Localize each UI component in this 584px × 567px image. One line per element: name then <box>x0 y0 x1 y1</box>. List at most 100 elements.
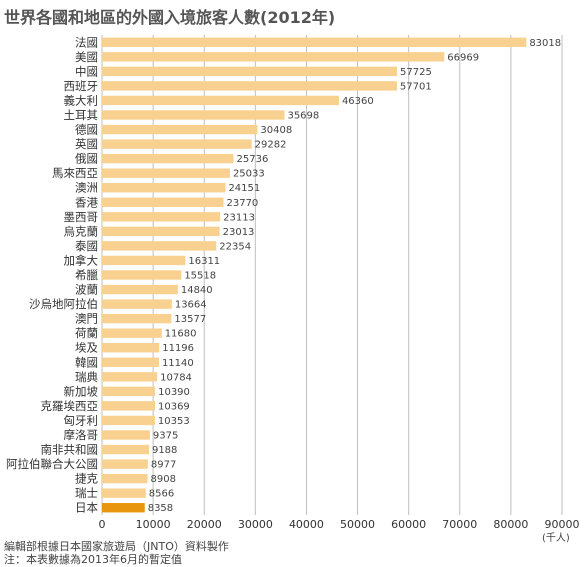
data-label: 15518 <box>184 271 216 282</box>
bar <box>102 66 398 77</box>
data-label: 24151 <box>228 183 260 194</box>
category-label: 瑞士 <box>75 486 98 500</box>
x-tick-label: 0 <box>99 518 106 531</box>
category-label: 埃及 <box>75 341 98 355</box>
category-label: 韓國 <box>75 355 98 369</box>
category-labels: 法國美國中國西班牙義大利土耳其德國英國俄國馬來西亞澳洲香港墨西哥烏克蘭泰國加拿大… <box>6 35 98 514</box>
x-tick-labels: 0 10000 20000 30000 40000 50000 60000 70000 8000… <box>99 518 580 531</box>
data-note: 注：本表數據為2013年6月的暫定值 <box>4 553 182 566</box>
data-label: 8908 <box>151 474 176 485</box>
data-label: 66969 <box>447 52 479 63</box>
data-label: 11140 <box>162 358 194 369</box>
bar <box>102 183 226 193</box>
bar <box>102 401 155 411</box>
bar <box>102 299 172 309</box>
category-label: 希臘 <box>75 268 98 282</box>
bar <box>102 328 162 338</box>
data-label: 46360 <box>342 96 374 107</box>
data-label: 9188 <box>152 445 177 456</box>
category-label: 加拿大 <box>64 253 99 267</box>
category-label: 澳洲 <box>75 181 98 195</box>
bar <box>102 313 172 324</box>
category-label: 日本 <box>75 501 98 515</box>
bar <box>102 430 150 440</box>
bar <box>102 241 217 251</box>
category-label: 俄國 <box>75 152 98 166</box>
category-label: 義大利 <box>64 93 99 107</box>
category-label: 匈牙利 <box>64 413 99 427</box>
bar <box>102 197 224 207</box>
category-label: 美國 <box>75 50 98 64</box>
bar <box>102 212 221 222</box>
data-label: 10784 <box>160 372 192 383</box>
category-label: 土耳其 <box>64 108 99 122</box>
category-label: 瑞典 <box>75 370 98 384</box>
bar <box>102 415 155 426</box>
data-label: 10369 <box>158 401 190 412</box>
data-label: 11196 <box>162 343 194 354</box>
bar <box>102 95 339 106</box>
x-tick-label: 50000 <box>340 518 375 531</box>
data-label: 35698 <box>287 111 319 122</box>
category-label: 中國 <box>75 64 98 78</box>
data-labels: 83018 66969 57725 57701 46360 35698 30408 29282… <box>148 38 561 514</box>
x-tick-label: 10000 <box>136 518 171 531</box>
x-tick-label: 40000 <box>289 518 324 531</box>
data-label: 13664 <box>175 300 207 311</box>
x-tick-label: 30000 <box>238 518 273 531</box>
category-label: 捷克 <box>75 472 98 486</box>
bar <box>102 372 158 382</box>
category-label: 波蘭 <box>75 283 98 297</box>
category-label: 墨西哥 <box>64 210 99 224</box>
data-label: 25736 <box>237 154 269 165</box>
bar <box>102 168 230 178</box>
category-label: 沙烏地阿拉伯 <box>29 297 98 311</box>
category-label: 西班牙 <box>64 79 99 93</box>
category-label: 泰國 <box>75 239 98 253</box>
bar <box>102 270 182 280</box>
data-label: 25033 <box>233 169 265 180</box>
category-label: 烏克蘭 <box>64 224 99 238</box>
data-label: 10390 <box>158 387 190 398</box>
data-label: 9375 <box>153 431 178 442</box>
category-label: 新加坡 <box>64 384 99 398</box>
bar <box>102 139 252 149</box>
data-label: 10353 <box>158 416 190 427</box>
x-tick-label: 90000 <box>545 518 580 531</box>
category-label: 德國 <box>75 123 98 137</box>
bar <box>102 488 146 498</box>
bar <box>102 37 527 47</box>
data-label: 14840 <box>181 285 213 296</box>
bar <box>102 110 285 120</box>
x-tick-label: 60000 <box>391 518 426 531</box>
bar <box>102 81 397 91</box>
category-label: 馬來西亞 <box>52 166 98 180</box>
data-label: 8977 <box>151 460 176 471</box>
bar <box>102 386 156 397</box>
bar <box>102 343 160 353</box>
data-label: 30408 <box>260 125 292 136</box>
data-label: 8566 <box>149 489 174 500</box>
category-label: 荷蘭 <box>75 326 98 340</box>
data-label: 57725 <box>400 67 432 78</box>
category-label: 克羅埃西亞 <box>41 399 99 413</box>
bar <box>102 444 149 455</box>
data-label: 22354 <box>219 241 251 252</box>
bar <box>102 473 148 484</box>
category-label: 法國 <box>75 35 98 49</box>
category-label: 澳門 <box>75 312 98 326</box>
data-label: 8358 <box>148 503 173 514</box>
category-label: 香港 <box>75 195 98 209</box>
category-label: 南非共和國 <box>41 443 99 457</box>
bar <box>102 153 234 164</box>
data-label: 13577 <box>174 314 206 325</box>
bar <box>102 255 186 266</box>
data-label: 29282 <box>255 140 287 151</box>
bar <box>102 124 258 135</box>
data-label: 57701 <box>400 81 432 92</box>
x-tick-label: 80000 <box>493 518 528 531</box>
bar <box>102 503 145 513</box>
bar <box>102 52 445 62</box>
category-label: 英國 <box>75 137 98 151</box>
